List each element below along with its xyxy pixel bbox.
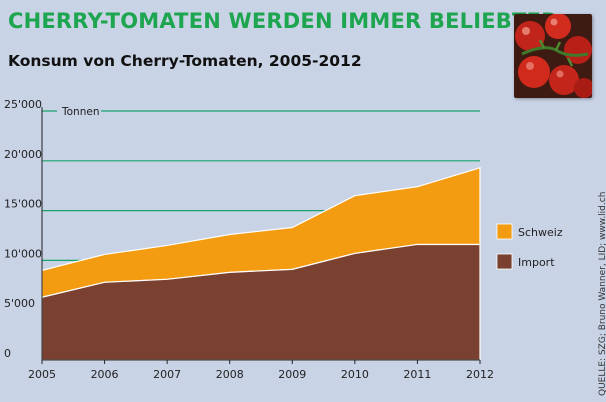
areas (41, 166, 481, 361)
y-tick-label: 25'000 (4, 98, 42, 111)
cherry-tomatoes-photo (514, 14, 592, 98)
legend-label: Import (518, 256, 555, 269)
x-tick-label: 2005 (28, 368, 56, 381)
x-tick-label: 2012 (466, 368, 494, 381)
legend-swatch (496, 223, 513, 240)
y-tick-label: 15'000 (4, 198, 42, 211)
x-tick-label: 2008 (216, 368, 244, 381)
tick-labels: 0 5'000 10'000 15'000 20'000 25'000 2005 2006 20… (4, 98, 494, 381)
y-tick-label: 10'000 (4, 247, 42, 260)
legend-label: Schweiz (518, 226, 563, 239)
x-tick-label: 2010 (341, 368, 369, 381)
y-tick-label: 20'000 (4, 148, 42, 161)
chart-title: CHERRY-TOMATEN WERDEN IMMER BELIEBTER (8, 9, 558, 33)
unit-label-background (57, 103, 101, 117)
y-tick-label: 5'000 (4, 297, 35, 310)
legend-swatch (496, 253, 513, 270)
chart-subtitle: Konsum von Cherry-Tomaten, 2005-2012 (8, 52, 362, 70)
area-import (41, 243, 481, 361)
x-tick-label: 2006 (91, 368, 119, 381)
y-tick-label: 0 (4, 347, 11, 360)
x-tick-label: 2011 (403, 368, 431, 381)
source-note: QUELLE: SZG; Bruno Wanner, LID; www.lid.… (598, 191, 606, 396)
legend: Schweiz Import (496, 223, 563, 270)
x-tick-label: 2009 (278, 368, 306, 381)
unit-label: Tonnen (61, 106, 99, 118)
x-tick-label: 2007 (153, 368, 181, 381)
axes (41, 107, 481, 364)
